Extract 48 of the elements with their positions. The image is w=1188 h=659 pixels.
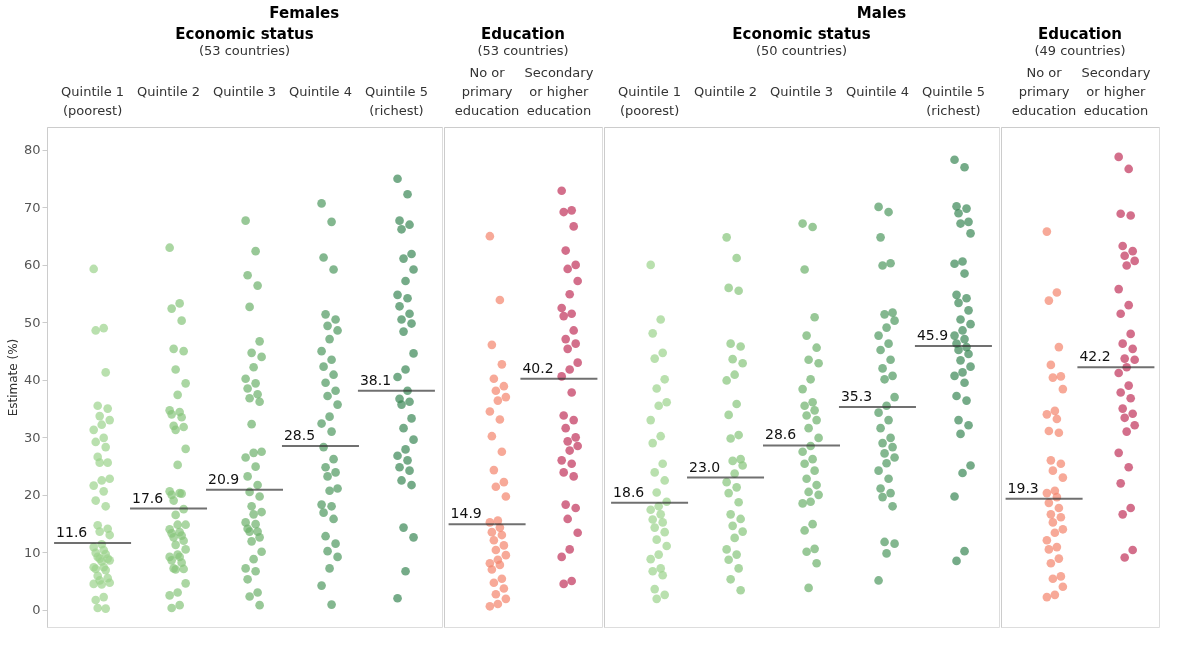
x-tick-label: Quintile 5 (richest) — [364, 83, 428, 118]
ref-line-label: 11.6 — [56, 524, 88, 541]
y-tick-label: 0 — [32, 602, 41, 618]
x-tick-label: Quintile 2 — [694, 83, 758, 99]
text: Males — [856, 3, 907, 22]
x-tick-label: Quintile 3 — [769, 83, 834, 99]
ref-line-label: 19.3 — [1007, 479, 1039, 496]
x-tick-label: Secondary or higher education — [524, 64, 594, 118]
ref-line-label: 28.5 — [283, 426, 316, 443]
chart-title: Economic status — [732, 25, 871, 43]
x-tick-label: Quintile 4 — [288, 83, 352, 99]
x-tick-label: Quintile 1 (poorest) — [61, 83, 125, 118]
chart-subtitle: (49 countries) — [1034, 43, 1126, 58]
y-tick-label: 60 — [23, 257, 41, 273]
chart-title: Economic status — [175, 25, 314, 43]
ref-line-label: 38.1 — [359, 371, 392, 388]
y-tick-label: 10 — [23, 544, 41, 560]
y-tick-label: 50 — [23, 314, 41, 330]
x-tick-label: Quintile 2 — [137, 83, 201, 99]
x-tick-label: No or primary education — [1011, 64, 1077, 118]
y-tick-label: 40 — [23, 372, 41, 388]
y-tick-label: 30 — [23, 429, 41, 445]
ref-line-label: 28.6 — [765, 426, 797, 443]
x-tick-label: Quintile 5 (richest) — [921, 83, 985, 118]
chart-subtitle: (50 countries) — [755, 43, 848, 58]
chart-title: Education — [481, 25, 565, 43]
text: Females — [269, 3, 340, 22]
y-axis-title: Estimate (%) — [5, 338, 20, 417]
ref-line-label: 45.9 — [916, 326, 949, 343]
ref-line-label: 17.6 — [132, 489, 164, 506]
x-tick-label: Quintile 1 (poorest) — [618, 83, 682, 118]
x-tick-label: No or primary education — [454, 64, 520, 118]
ref-line-label: 40.2 — [522, 359, 554, 376]
ref-line-label: 20.9 — [208, 470, 240, 487]
y-tick-label: 70 — [23, 199, 41, 215]
ref-line-label: 42.2 — [1079, 348, 1111, 365]
x-tick-label: Quintile 4 — [845, 83, 909, 99]
x-tick-label: Quintile 3 — [212, 83, 277, 99]
ref-line-label: 23.0 — [689, 458, 721, 475]
chart-subtitle: (53 countries) — [198, 43, 291, 58]
y-tick-label: 80 — [23, 142, 41, 158]
chart-title: Education — [1038, 25, 1122, 43]
ref-line-label: 35.3 — [840, 387, 873, 404]
ref-line-label: 14.9 — [450, 505, 482, 522]
chart-subtitle: (53 countries) — [477, 43, 569, 58]
x-tick-label: Secondary or higher education — [1081, 64, 1151, 118]
y-tick-label: 20 — [23, 487, 41, 503]
ref-line-label: 18.6 — [613, 483, 645, 500]
